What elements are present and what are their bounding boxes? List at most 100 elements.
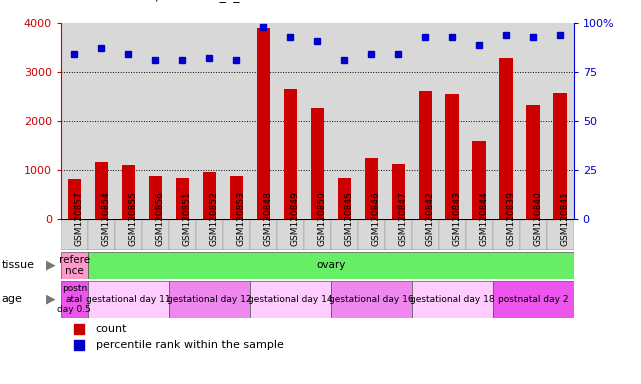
Bar (338, 178, 351, 219)
Bar (553, 93, 567, 219)
Bar (61, 23, 88, 219)
Bar (256, 28, 270, 219)
Text: GSM120855: GSM120855 (128, 192, 137, 246)
Text: GSM120846: GSM120846 (371, 192, 380, 246)
Bar (419, 91, 432, 219)
Text: GSM120845: GSM120845 (344, 192, 353, 246)
Text: GSM120856: GSM120856 (155, 192, 164, 246)
Bar (229, 176, 243, 219)
Text: GSM120852: GSM120852 (210, 192, 219, 246)
Bar (88, 23, 115, 219)
Bar (61, 252, 88, 279)
Bar (445, 94, 459, 219)
Bar (520, 219, 547, 250)
Text: percentile rank within the sample: percentile rank within the sample (96, 340, 283, 350)
Bar (358, 219, 385, 250)
Bar (493, 219, 520, 250)
Text: ▶: ▶ (46, 259, 56, 272)
Bar (472, 141, 486, 219)
Bar (412, 281, 493, 318)
Bar (547, 23, 574, 219)
Text: GSM120853: GSM120853 (237, 192, 246, 246)
Bar (358, 23, 385, 219)
Text: gestational day 12: gestational day 12 (167, 295, 251, 304)
Bar (169, 23, 196, 219)
Bar (115, 23, 142, 219)
Bar (499, 58, 513, 219)
Bar (331, 281, 412, 318)
Text: count: count (96, 324, 128, 334)
Text: tissue: tissue (1, 260, 34, 270)
Text: gestational day 14: gestational day 14 (248, 295, 333, 304)
Text: GSM120848: GSM120848 (263, 192, 272, 246)
Bar (142, 219, 169, 250)
Text: GSM120843: GSM120843 (453, 192, 462, 246)
Bar (250, 281, 331, 318)
Bar (283, 89, 297, 219)
Text: ▶: ▶ (46, 293, 56, 306)
Text: GSM120851: GSM120851 (182, 192, 192, 246)
Bar (392, 164, 405, 219)
Bar (466, 219, 493, 250)
Text: GSM120839: GSM120839 (506, 192, 515, 246)
Bar (223, 23, 250, 219)
Bar (438, 23, 466, 219)
Text: GSM120857: GSM120857 (74, 192, 83, 246)
Bar (68, 179, 81, 219)
Bar (196, 23, 223, 219)
Bar (310, 108, 324, 219)
Bar (250, 219, 277, 250)
Bar (169, 219, 196, 250)
Text: postnatal day 2: postnatal day 2 (498, 295, 569, 304)
Bar (365, 158, 378, 219)
Text: GSM120840: GSM120840 (533, 192, 542, 246)
Text: GSM120841: GSM120841 (560, 192, 569, 246)
Text: gestational day 11: gestational day 11 (86, 295, 171, 304)
Bar (385, 219, 412, 250)
Text: refere
nce: refere nce (59, 255, 90, 276)
Bar (277, 219, 304, 250)
Bar (176, 178, 189, 219)
Bar (61, 281, 88, 318)
Text: GSM120844: GSM120844 (479, 192, 488, 246)
Bar (196, 219, 223, 250)
Bar (304, 219, 331, 250)
Text: age: age (1, 294, 22, 305)
Bar (385, 23, 412, 219)
Bar (304, 23, 331, 219)
Text: postn
atal
day 0.5: postn atal day 0.5 (58, 285, 91, 314)
Text: ovary: ovary (316, 260, 345, 270)
Bar (493, 281, 574, 318)
Bar (169, 281, 250, 318)
Text: GSM120847: GSM120847 (398, 192, 407, 246)
Bar (526, 105, 540, 219)
Bar (88, 281, 169, 318)
Bar (61, 219, 88, 250)
Text: GDS2203 / 1438659_x_at: GDS2203 / 1438659_x_at (93, 0, 252, 2)
Bar (88, 219, 115, 250)
Bar (493, 23, 520, 219)
Bar (520, 23, 547, 219)
Bar (95, 162, 108, 219)
Text: gestational day 16: gestational day 16 (329, 295, 413, 304)
Text: GSM120850: GSM120850 (317, 192, 326, 246)
Bar (250, 23, 277, 219)
Text: GSM120854: GSM120854 (101, 192, 110, 246)
Bar (203, 172, 216, 219)
Bar (142, 23, 169, 219)
Bar (223, 219, 250, 250)
Bar (438, 219, 466, 250)
Text: gestational day 18: gestational day 18 (410, 295, 495, 304)
Bar (331, 23, 358, 219)
Bar (122, 165, 135, 219)
Bar (277, 23, 304, 219)
Bar (331, 219, 358, 250)
Bar (466, 23, 493, 219)
Bar (412, 23, 438, 219)
Text: GSM120842: GSM120842 (425, 192, 434, 246)
Bar (547, 219, 574, 250)
Bar (115, 219, 142, 250)
Bar (149, 176, 162, 219)
Bar (412, 219, 438, 250)
Text: GSM120849: GSM120849 (290, 192, 299, 246)
